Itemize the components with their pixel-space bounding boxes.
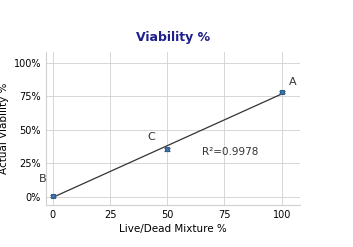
Y-axis label: Actual Viability %: Actual Viability % [0,83,10,174]
Title: Viability %: Viability % [136,31,210,44]
Text: R²=0.9978: R²=0.9978 [202,147,258,157]
Text: C: C [148,132,156,142]
X-axis label: Live/Dead Mixture %: Live/Dead Mixture % [119,224,227,234]
Text: A: A [289,77,296,87]
Text: B: B [39,174,47,184]
